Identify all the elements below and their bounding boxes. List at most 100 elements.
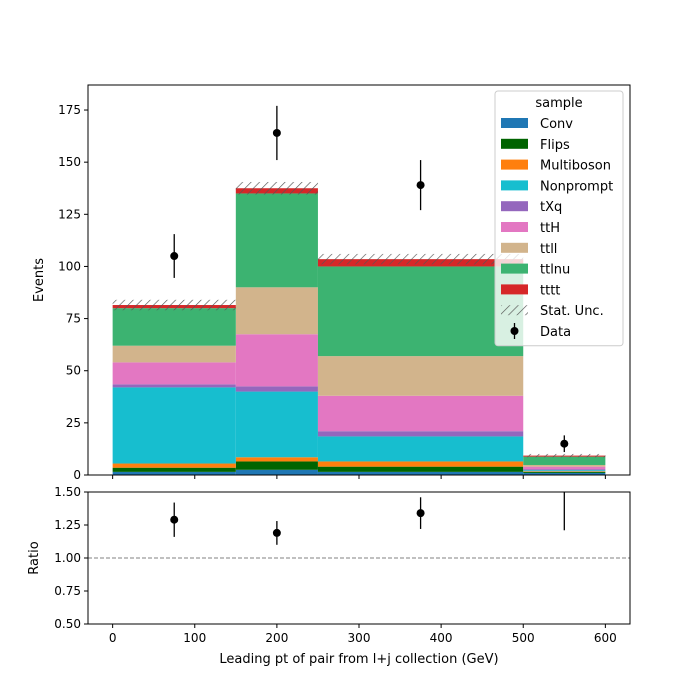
bar-nonprompt-bin-0 xyxy=(112,387,236,464)
data-point-3 xyxy=(560,439,569,448)
bar-ttll-bin-0 xyxy=(112,345,236,363)
legend-swatch-data-marker xyxy=(510,327,519,335)
bar-flips-bin-1 xyxy=(235,461,318,470)
bar-flips-bin-3 xyxy=(523,471,606,473)
stat-unc-bands xyxy=(112,181,606,458)
legend-swatch-stat-unc xyxy=(501,305,528,316)
legend-swatch-conv xyxy=(501,118,528,128)
y-tick-label: 0 xyxy=(73,468,81,482)
bar-ttlnu-bin-2 xyxy=(317,266,524,357)
legend-label-nonprompt: Nonprompt xyxy=(540,179,613,194)
x-axis-label: Leading pt of pair from l+j collection (… xyxy=(219,652,498,667)
data-point-2 xyxy=(416,181,425,190)
ratio-point-0 xyxy=(170,515,179,524)
legend-swatch-ttlnu xyxy=(501,263,528,274)
bar-flips-bin-0 xyxy=(112,467,236,472)
y-tick-label: 150 xyxy=(58,155,81,169)
legend-label-flips: Flips xyxy=(540,138,570,153)
legend-label-txq: tXq xyxy=(540,200,562,215)
bar-nonprompt-bin-1 xyxy=(235,391,318,458)
x-tick-label: 500 xyxy=(512,631,535,645)
ratio-y-tick-label: 0.75 xyxy=(54,584,81,598)
bar-tth-bin-1 xyxy=(235,334,318,387)
legend: sample Conv Flips Multiboson Nonprompt tXq ttH… xyxy=(494,90,624,347)
bar-ttlnu-bin-0 xyxy=(112,308,236,346)
legend-box xyxy=(494,90,624,347)
bar-ttll-bin-2 xyxy=(317,356,524,396)
legend-label-ttll: ttll xyxy=(540,242,557,257)
ratio-panel: 0.50 0.75 1.00 1.25 1.50 0 100 200 300 400 500 600… xyxy=(27,485,631,667)
bar-txq-bin-0 xyxy=(112,384,236,388)
legend-swatch-tttt xyxy=(501,284,528,295)
y-tick-label: 100 xyxy=(58,259,81,273)
x-tick-label: 300 xyxy=(348,631,371,645)
x-tick-label: 0 xyxy=(109,631,117,645)
bar-flips-bin-2 xyxy=(317,466,524,472)
legend-label-tth: ttH xyxy=(540,221,560,236)
x-axis-ticks: 0 100 200 300 400 500 600 xyxy=(109,624,617,645)
data-point-1 xyxy=(272,128,281,137)
bar-txq-bin-1 xyxy=(235,386,318,392)
bar-ttll-bin-1 xyxy=(235,287,318,335)
main-plot-panel: 0 25 50 75 100 125 150 175 Events sample Conv Fli… xyxy=(32,84,631,482)
data-point-0 xyxy=(170,252,179,261)
bar-multiboson-bin-0 xyxy=(112,463,236,468)
legend-swatch-multiboson xyxy=(501,159,528,170)
bar-multiboson-bin-1 xyxy=(235,457,318,462)
bar-nonprompt-bin-3 xyxy=(523,470,606,472)
legend-swatch-txq xyxy=(501,201,528,212)
bar-conv-bin-3 xyxy=(523,472,606,475)
x-tick-label: 400 xyxy=(430,631,453,645)
bar-conv-bin-0 xyxy=(112,471,236,475)
ratio-y-tick-label: 1.25 xyxy=(54,518,81,532)
bar-tth-bin-0 xyxy=(112,362,236,385)
bar-txq-bin-2 xyxy=(317,431,524,437)
bar-txq-bin-3 xyxy=(523,469,606,471)
bar-ttlnu-bin-1 xyxy=(235,193,318,288)
x-tick-label: 200 xyxy=(265,631,288,645)
y-axis-ticks: 0 25 50 75 100 125 150 175 xyxy=(58,103,88,482)
y-tick-label: 125 xyxy=(58,207,81,221)
bar-conv-bin-1 xyxy=(235,469,318,475)
legend-label-multiboson: Multiboson xyxy=(540,159,611,174)
stat-unc-band-bin-1 xyxy=(235,181,318,195)
bar-tth-bin-2 xyxy=(317,395,524,432)
y-tick-label: 50 xyxy=(66,364,81,378)
legend-swatch-flips xyxy=(501,138,528,149)
bar-nonprompt-bin-2 xyxy=(317,436,524,462)
bar-tth-bin-3 xyxy=(523,466,606,470)
ratio-point-2 xyxy=(416,509,425,518)
bar-ttlnu-bin-3 xyxy=(523,456,606,465)
bar-conv-bin-2 xyxy=(317,471,524,475)
ratio-y-axis-ticks: 0.50 0.75 1.00 1.25 1.50 xyxy=(54,485,88,631)
legend-label-stat-unc-: Stat. Unc. xyxy=(540,304,604,319)
x-tick-label: 600 xyxy=(594,631,617,645)
legend-label-ttlnu: ttlnu xyxy=(540,263,570,278)
y-tick-label: 175 xyxy=(58,103,81,117)
legend-label-tttt: tttt xyxy=(540,283,560,298)
ratio-y-tick-label: 1.50 xyxy=(54,485,81,499)
ratio-y-axis-label: Ratio xyxy=(27,541,42,574)
ratio-point-1 xyxy=(272,528,281,537)
stat-unc-band-bin-2 xyxy=(317,253,524,265)
stat-unc-band-bin-3 xyxy=(523,453,606,458)
legend-swatch-nonprompt xyxy=(501,180,528,191)
legend-title: sample xyxy=(535,96,582,111)
stacked-bars xyxy=(112,188,606,475)
y-tick-label: 75 xyxy=(66,312,81,326)
ratio-y-tick-label: 1.00 xyxy=(54,551,81,565)
data-points xyxy=(170,105,569,453)
bar-multiboson-bin-2 xyxy=(317,461,524,467)
bar-ttll-bin-3 xyxy=(523,464,606,467)
legend-label-conv: Conv xyxy=(540,117,573,132)
y-axis-label: Events xyxy=(32,258,47,302)
x-tick-label: 100 xyxy=(183,631,206,645)
legend-swatch-tth xyxy=(501,222,528,232)
x-axis-ticks-top-panel xyxy=(112,475,606,479)
y-tick-label: 25 xyxy=(66,416,81,430)
ratio-points xyxy=(170,492,565,545)
stat-unc-band-bin-0 xyxy=(112,299,236,311)
ratio-y-tick-label: 0.50 xyxy=(54,617,81,631)
legend-label-data: Data xyxy=(540,325,571,340)
